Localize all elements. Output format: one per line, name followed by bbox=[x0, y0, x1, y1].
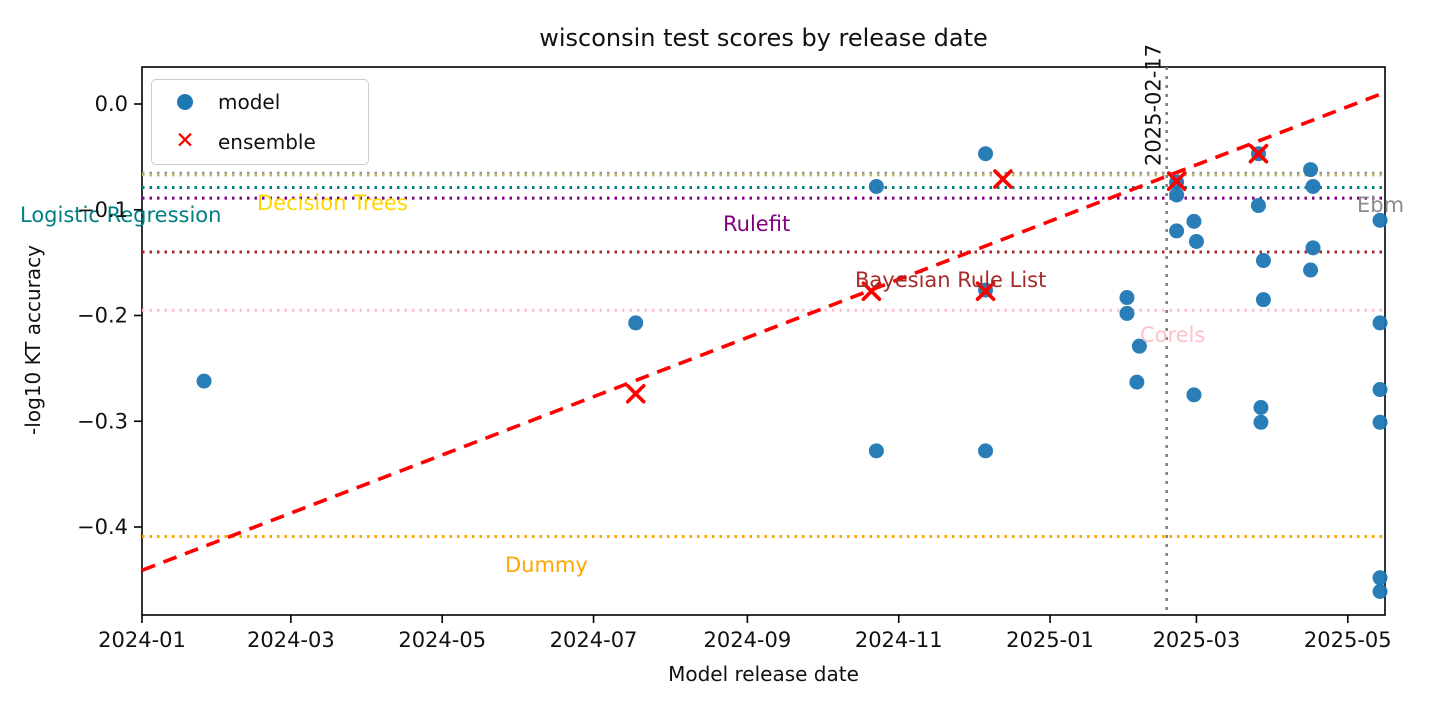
model-point bbox=[1303, 262, 1319, 278]
ensemble-point bbox=[993, 169, 1013, 189]
baseline-label-ebm: Ebm bbox=[1357, 193, 1404, 217]
model-point bbox=[1188, 233, 1204, 249]
ensemble-point bbox=[861, 281, 882, 301]
model-point bbox=[196, 373, 212, 389]
model-marker-icon bbox=[152, 94, 218, 111]
x-tick-label: 2024-05 bbox=[398, 628, 486, 652]
x-tick-label: 2024-09 bbox=[703, 628, 791, 652]
baseline-label-corels: Corels bbox=[1140, 323, 1205, 347]
trend-line bbox=[141, 90, 1386, 573]
baseline-label-decision-trees: Decision Trees bbox=[257, 191, 408, 215]
y-axis-label: -log10 KT accuracy bbox=[21, 245, 45, 435]
model-point bbox=[868, 178, 884, 194]
x-tick-label: 2025-03 bbox=[1153, 628, 1241, 652]
model-point bbox=[1119, 305, 1135, 321]
model-point bbox=[628, 315, 644, 331]
baseline-label-logistic-regression: Logistic Regression bbox=[20, 203, 221, 227]
model-point bbox=[1169, 187, 1185, 203]
model-point bbox=[1253, 414, 1269, 430]
chart-title: wisconsin test scores by release date bbox=[539, 24, 988, 52]
model-point bbox=[1129, 374, 1145, 390]
model-point bbox=[1372, 414, 1388, 430]
y-tick-label: −0.2 bbox=[77, 304, 128, 328]
axes-box bbox=[141, 66, 1386, 616]
legend-item-ensemble: ✕ ensemble bbox=[152, 125, 368, 159]
model-point bbox=[1186, 213, 1202, 229]
legend-label-model: model bbox=[218, 90, 281, 115]
model-point bbox=[1253, 400, 1269, 416]
model-point bbox=[1303, 162, 1319, 178]
x-tick-label: 2024-03 bbox=[247, 628, 335, 652]
model-point bbox=[1186, 387, 1202, 403]
model-point bbox=[1131, 338, 1147, 354]
x-tick-label: 2024-11 bbox=[855, 628, 943, 652]
model-point bbox=[1255, 292, 1271, 308]
model-point bbox=[868, 443, 884, 459]
ensemble-marker-icon: ✕ bbox=[175, 128, 195, 155]
legend: model ✕ ensemble bbox=[151, 79, 369, 165]
model-point bbox=[1305, 178, 1321, 194]
y-tick-label: −0.3 bbox=[77, 409, 128, 433]
model-point bbox=[978, 443, 994, 459]
vline-label: 2025-02-17 bbox=[1142, 44, 1166, 166]
baseline-label-dummy: Dummy bbox=[505, 553, 588, 577]
model-point bbox=[1305, 240, 1321, 256]
model-point bbox=[1372, 315, 1388, 331]
x-tick-label: 2025-01 bbox=[1006, 628, 1094, 652]
baseline-label-rulefit: Rulefit bbox=[723, 212, 790, 236]
y-tick-label: 0.0 bbox=[95, 92, 128, 116]
ensemble-point bbox=[975, 281, 996, 301]
model-point bbox=[1255, 253, 1271, 269]
model-point bbox=[1372, 570, 1388, 586]
x-tick-label: 2025-05 bbox=[1304, 628, 1392, 652]
model-point bbox=[1250, 198, 1266, 214]
x-tick-label: 2024-07 bbox=[550, 628, 638, 652]
baseline-label-bayesian-rule-list: Bayesian Rule List bbox=[855, 268, 1046, 292]
y-tick-label: −0.1 bbox=[77, 198, 128, 222]
ensemble-point bbox=[1248, 143, 1269, 164]
model-point bbox=[1169, 223, 1185, 239]
x-tick-label: 2024-01 bbox=[98, 628, 186, 652]
model-point bbox=[1372, 584, 1388, 600]
ensemble-point bbox=[625, 383, 646, 404]
model-point bbox=[978, 146, 994, 162]
ensemble-point bbox=[1166, 171, 1187, 191]
legend-item-model: model bbox=[152, 85, 368, 119]
model-point bbox=[1372, 212, 1388, 228]
model-point bbox=[1119, 290, 1135, 306]
model-point bbox=[1372, 382, 1388, 398]
y-tick-label: −0.4 bbox=[77, 515, 128, 539]
legend-label-ensemble: ensemble bbox=[218, 129, 316, 154]
x-axis-label: Model release date bbox=[668, 662, 859, 686]
